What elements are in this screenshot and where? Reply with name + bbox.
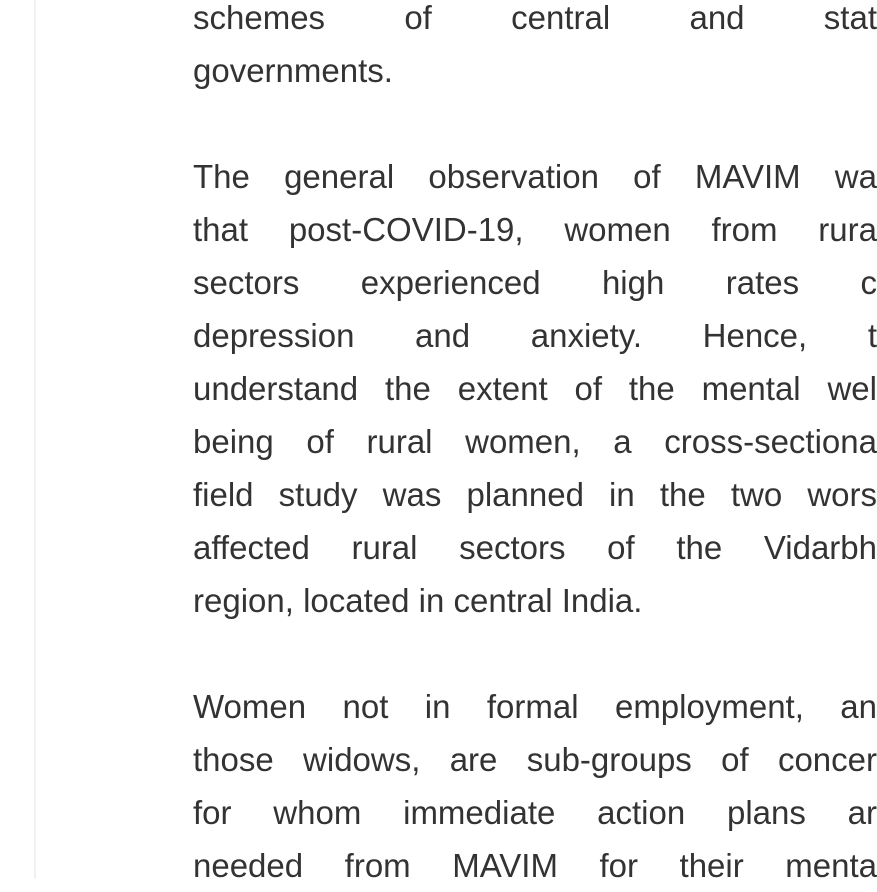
text-line: field study was planned in the two wors xyxy=(193,475,877,513)
text-line: region, located in central India. xyxy=(193,581,643,619)
paragraph: schemes of central and stat governments. xyxy=(193,0,877,97)
text-line: understand the extent of the mental wel xyxy=(193,369,877,407)
text-line: needed from MAVIM for their menta xyxy=(193,846,877,884)
text-line: Women not in formal employment, an xyxy=(193,687,877,725)
page-edge xyxy=(34,0,36,879)
text-line: governments. xyxy=(193,51,393,89)
paragraph: The general observation of MAVIM wa that… xyxy=(193,150,877,627)
text-line: schemes of central and stat xyxy=(193,0,877,36)
text-line: for whom immediate action plans ar xyxy=(193,793,877,831)
paragraph: Women not in formal employment, an those… xyxy=(193,680,877,892)
text-line: affected rural sectors of the Vidarbh xyxy=(193,528,877,566)
text-line: being of rural women, a cross-sectiona xyxy=(193,422,877,460)
text-line: depression and anxiety. Hence, t xyxy=(193,316,877,354)
text-line: those widows, are sub-groups of concer xyxy=(193,740,877,778)
text-line: sectors experienced high rates c xyxy=(193,263,877,301)
text-line: that post-COVID-19, women from rura xyxy=(193,210,877,248)
text-line: The general observation of MAVIM wa xyxy=(193,157,877,195)
document-body: schemes of central and stat governments.… xyxy=(193,0,877,892)
